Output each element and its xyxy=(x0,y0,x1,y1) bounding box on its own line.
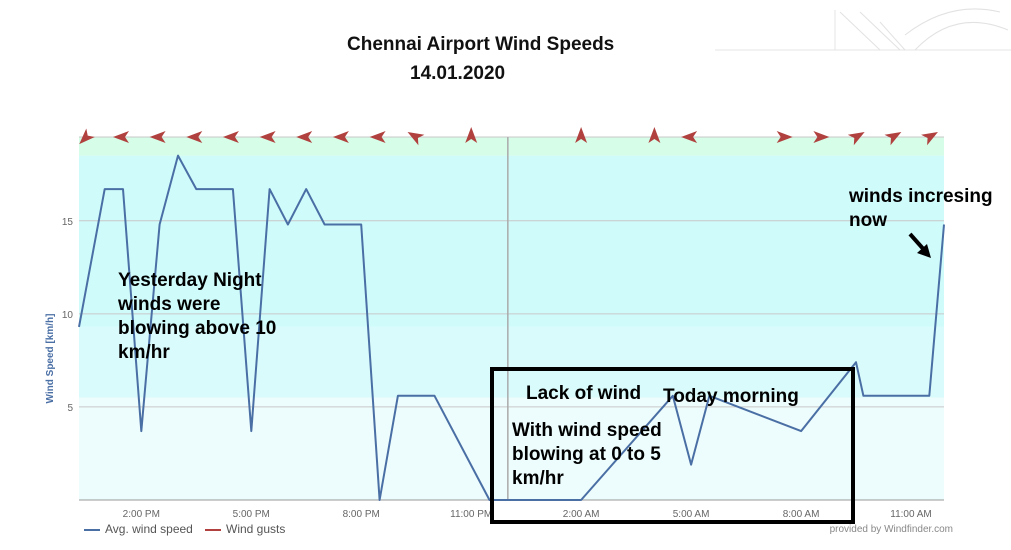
gust-arrow-8 xyxy=(369,131,386,143)
y-tick-label-5: 5 xyxy=(67,403,73,414)
series-avg-wind-speed xyxy=(78,154,945,501)
increasing-arrow-icon xyxy=(908,232,931,258)
x-tick-label-5: 5:00 AM xyxy=(673,509,710,520)
chart-title: Chennai Airport Wind Speeds xyxy=(347,34,615,55)
band-0 xyxy=(79,397,944,500)
band-3 xyxy=(79,137,944,156)
band-2 xyxy=(79,155,944,327)
gust-arrow-3 xyxy=(186,131,203,143)
gust-arrow-10 xyxy=(465,127,478,143)
y-axis-ticks: 5 10 15 xyxy=(62,217,74,414)
gust-arrow-13 xyxy=(681,131,698,143)
x-tick-label-2: 8:00 PM xyxy=(343,509,380,520)
legend-item-gusts: Wind gusts xyxy=(205,522,285,536)
x-tick-label-6: 8:00 AM xyxy=(783,509,820,520)
gust-arrow-6 xyxy=(296,131,313,143)
y-tick-label-15: 15 xyxy=(62,217,74,228)
band-1 xyxy=(79,326,944,398)
legend-item-avg: Avg. wind speed xyxy=(84,522,193,536)
annotation-yesterday: Yesterday Night winds were blowing above… xyxy=(118,270,277,363)
x-tick-label-4: 2:00 AM xyxy=(563,509,600,520)
gust-arrow-12 xyxy=(648,127,661,143)
gust-arrow-16 xyxy=(847,132,865,146)
x-tick-label-7: 11:00 AM xyxy=(890,509,932,520)
annotation-wind-speed: With wind speed blowing at 0 to 5 km/hr xyxy=(512,420,662,489)
wind-gust-arrows xyxy=(79,127,938,146)
corner-decoration xyxy=(715,0,1011,52)
callout-box xyxy=(490,367,855,524)
series-lines xyxy=(78,154,945,501)
x-tick-label-0: 2:00 PM xyxy=(123,509,160,520)
chart-subtitle: 14.01.2020 xyxy=(410,63,506,84)
gust-arrow-0 xyxy=(79,128,95,145)
gust-arrow-17 xyxy=(884,132,902,146)
gust-arrow-1 xyxy=(113,131,129,143)
y-axis-label: Wind Speed [km/h] xyxy=(45,314,56,404)
x-tick-label-1: 5:00 PM xyxy=(233,509,270,520)
y-tick-label-10: 10 xyxy=(62,310,74,321)
credit-text: provided by Windfinder.com xyxy=(829,524,953,535)
annotation-increasing: winds incresing now xyxy=(849,186,993,231)
gust-arrow-7 xyxy=(332,131,349,143)
legend-swatch-gusts xyxy=(205,528,221,531)
gust-arrow-15 xyxy=(813,131,830,143)
gust-arrow-9 xyxy=(407,132,425,146)
gust-arrow-18 xyxy=(921,132,938,146)
gust-arrow-2 xyxy=(149,131,166,143)
legend-swatch-avg xyxy=(84,528,100,531)
x-tick-label-3: 11:00 PM xyxy=(450,509,492,520)
background-bands xyxy=(79,137,944,500)
gust-arrow-14 xyxy=(776,131,793,143)
annotation-lack-of-wind: Lack of wind xyxy=(526,383,642,404)
gust-arrow-5 xyxy=(259,131,276,143)
gust-arrow-11 xyxy=(575,127,588,143)
gust-arrow-4 xyxy=(222,131,239,143)
annotation-today-morning: Today morning xyxy=(663,386,799,407)
